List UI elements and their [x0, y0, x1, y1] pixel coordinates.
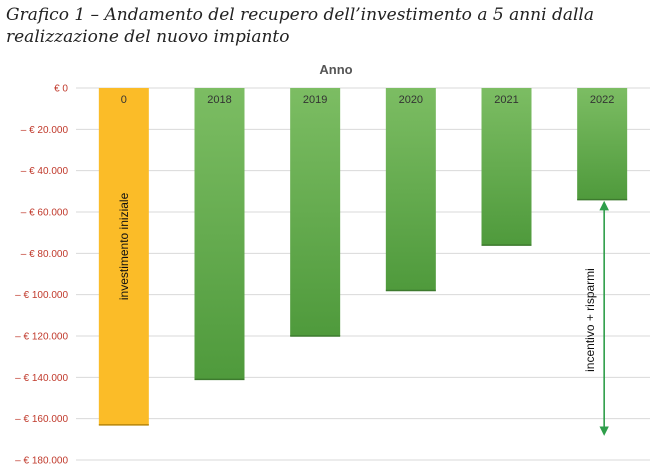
y-tick-label: – € 60.000: [21, 208, 69, 219]
y-tick-label: – € 40.000: [21, 166, 69, 177]
y-tick-label: – € 100.000: [15, 290, 68, 301]
x-tick-label-2018: 2018: [207, 94, 231, 106]
bar-2022: [577, 88, 628, 200]
y-tick-label: € 0: [54, 84, 68, 95]
y-tick-label: – € 20.000: [21, 125, 69, 136]
y-tick-label: – € 80.000: [21, 249, 69, 260]
gridlines: [76, 87, 650, 461]
annotation-investimento-iniziale: investimento iniziale: [117, 192, 131, 300]
bars: [98, 88, 628, 426]
bar-2018: [194, 88, 245, 380]
annotation-incentivo-risparmi: incentivo + risparmi: [583, 268, 597, 372]
y-tick-label: – € 120.000: [15, 332, 68, 343]
x-tick-label-2021: 2021: [494, 94, 518, 106]
x-tick-label-0: 0: [121, 94, 127, 106]
x-axis-title: Anno: [319, 62, 352, 77]
y-axis-labels: € 0 – € 20.000 – € 40.000 – € 60.000 – € 80.…: [15, 84, 68, 467]
bar-0: [98, 88, 149, 425]
y-tick-label: – € 160.000: [15, 414, 68, 425]
x-tick-label-2020: 2020: [399, 94, 423, 106]
y-tick-label: – € 180.000: [15, 456, 68, 467]
x-axis-labels: 0 2018 2019 2020 2021 2022: [121, 94, 615, 106]
chart-caption: Grafico 1 – Andamento del recupero dell’…: [6, 5, 594, 47]
bar-2020: [385, 88, 436, 291]
bar-2021: [481, 88, 532, 246]
y-tick-label: – € 140.000: [15, 373, 68, 384]
bar-2019: [290, 88, 341, 336]
x-tick-label-2022: 2022: [590, 94, 614, 106]
x-tick-label-2019: 2019: [303, 94, 327, 106]
